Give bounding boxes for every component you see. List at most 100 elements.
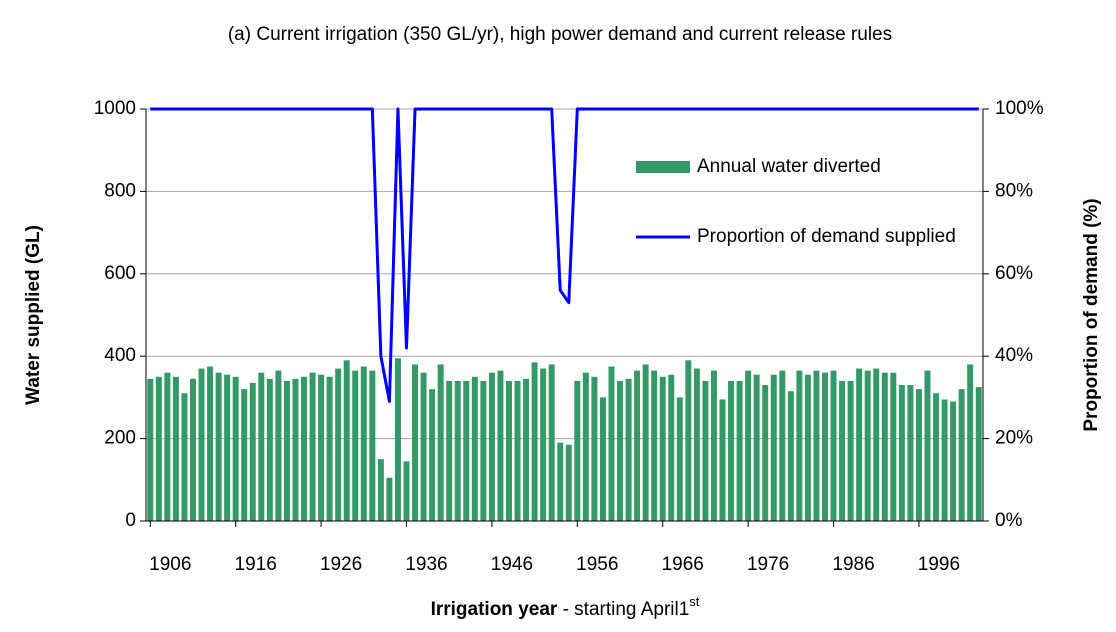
bar	[591, 376, 598, 521]
bar	[258, 372, 265, 521]
bar	[779, 370, 786, 521]
bar	[898, 385, 905, 521]
bar	[540, 368, 547, 521]
bar	[617, 380, 624, 521]
bar	[514, 380, 521, 521]
bar	[505, 380, 512, 521]
bar	[301, 376, 307, 521]
bar	[958, 389, 965, 521]
bar	[770, 374, 777, 521]
y-axis-label: Water supplied (GL)	[23, 225, 44, 405]
y-tick-label: 0	[125, 510, 136, 531]
bar	[668, 374, 675, 521]
bar	[471, 376, 478, 521]
legend-swatch	[636, 161, 690, 173]
y-tick-label: 200	[104, 428, 136, 449]
bar	[634, 370, 641, 521]
bar	[147, 378, 154, 521]
bar	[881, 372, 888, 521]
bar	[155, 376, 162, 521]
bar	[531, 362, 538, 521]
bar	[941, 399, 948, 521]
bar	[933, 393, 940, 521]
y-tick-label: 600	[104, 263, 136, 284]
bar	[839, 380, 846, 521]
bar	[890, 372, 897, 521]
bar	[548, 364, 555, 521]
bar	[394, 358, 401, 521]
bar	[565, 444, 572, 521]
bar	[232, 376, 239, 521]
bar	[796, 370, 803, 521]
bar	[702, 380, 709, 521]
x-tick-label: 1916	[235, 554, 277, 575]
bar	[736, 380, 743, 521]
bar	[283, 380, 290, 521]
bar	[198, 368, 205, 521]
bar	[710, 370, 717, 521]
x-label-bold: Irrigation year	[431, 599, 558, 620]
legend: Annual water diverted Proportion of deman…	[636, 156, 956, 247]
bar	[463, 380, 470, 521]
x-tick-label: 1956	[576, 554, 618, 575]
bar	[676, 397, 683, 521]
bar	[318, 374, 325, 521]
y2-tick-label: 100%	[995, 98, 1044, 119]
bar	[164, 372, 171, 521]
bar	[924, 370, 931, 521]
bar	[292, 378, 299, 521]
bar	[207, 366, 214, 521]
bar	[343, 360, 350, 521]
x-tick-label: 1936	[405, 554, 447, 575]
bar	[745, 370, 752, 521]
y-tick-label: 1000	[94, 98, 136, 119]
bar	[241, 389, 248, 521]
bar	[360, 366, 367, 521]
bar	[873, 368, 880, 521]
bar	[642, 364, 649, 521]
y2-tick-label: 40%	[995, 345, 1033, 366]
bar	[950, 401, 957, 521]
bar	[172, 376, 179, 521]
bar	[608, 366, 615, 521]
bar	[266, 378, 273, 521]
bar	[403, 461, 410, 521]
y2-axis-label: Proportion of demand (%)	[1081, 198, 1102, 431]
chart-title: (a) Current irrigation (350 GL/yr), high…	[228, 24, 892, 45]
bar	[599, 397, 606, 521]
y2-tick-label: 80%	[995, 180, 1033, 201]
bar	[309, 372, 316, 521]
bar	[685, 360, 692, 521]
bar	[719, 399, 726, 521]
bar	[864, 370, 871, 521]
x-tick-label: 1996	[918, 554, 960, 575]
x-tick-label: 1976	[747, 554, 789, 575]
y2-tick-label: 20%	[995, 428, 1033, 449]
bar	[651, 370, 658, 521]
x-tick-label: 1986	[832, 554, 874, 575]
y2-tick-label: 60%	[995, 263, 1033, 284]
bar	[907, 385, 914, 521]
bar	[915, 389, 922, 521]
bar	[369, 370, 376, 521]
bar	[625, 378, 632, 521]
bar	[813, 370, 820, 521]
bar	[728, 380, 735, 521]
bar	[249, 382, 256, 521]
bar	[582, 372, 589, 521]
bar	[454, 380, 461, 521]
bar	[659, 376, 666, 521]
bar	[804, 374, 811, 521]
y2-tick-label: 0%	[995, 510, 1023, 531]
bar	[574, 380, 581, 521]
bar	[437, 364, 444, 521]
bar	[352, 370, 359, 521]
bar	[753, 374, 760, 521]
x-label-sup: st	[689, 594, 700, 609]
bar	[762, 385, 769, 521]
bar	[420, 372, 427, 521]
bar	[181, 393, 188, 521]
x-axis-label: Irrigation year - starting April1st	[431, 594, 700, 620]
bar	[275, 370, 282, 521]
